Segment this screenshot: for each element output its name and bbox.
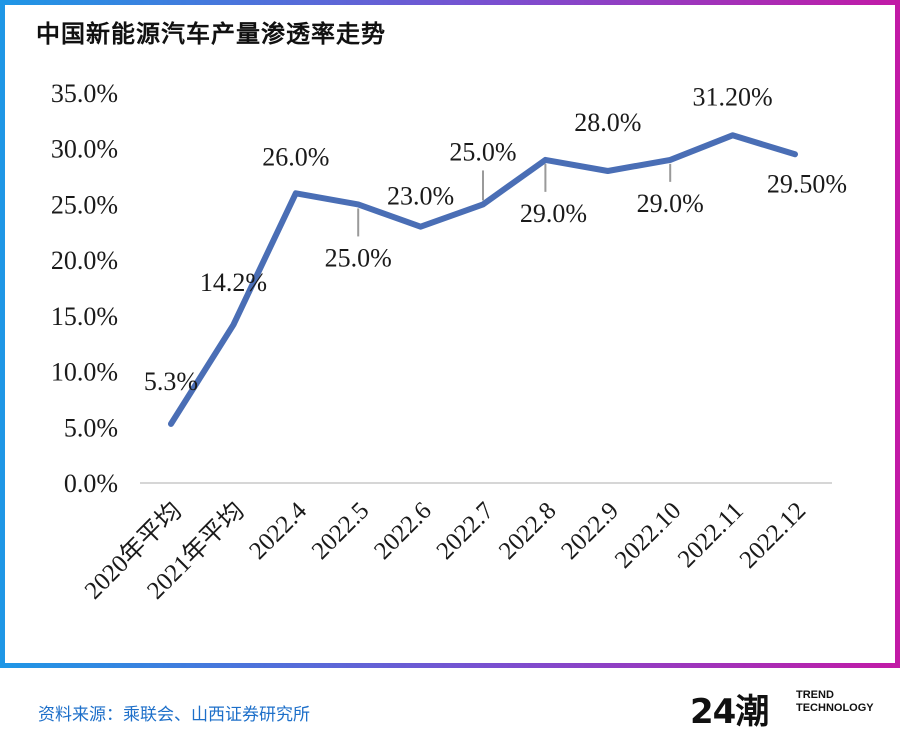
data-label: 26.0% xyxy=(262,142,329,171)
data-label: 14.2% xyxy=(200,268,267,297)
y-tick-label: 30.0% xyxy=(51,135,118,164)
y-tick-label: 20.0% xyxy=(51,246,118,275)
x-tick-label: 2022.8 xyxy=(494,497,562,565)
series-line xyxy=(168,132,798,427)
data-label: 31.20% xyxy=(693,82,773,111)
logo-text: TREND TECHNOLOGY xyxy=(796,689,874,715)
line-chart: 0.0% 5.0% 10.0% 15.0% 20.0% 25.0% 30.0% 35.0% 20… xyxy=(51,79,847,605)
y-tick-label: 25.0% xyxy=(51,190,118,219)
logo-line-2: TECHNOLOGY xyxy=(796,702,874,714)
chart-frame xyxy=(0,0,900,668)
y-tick-label: 5.0% xyxy=(64,413,118,442)
data-label: 5.3% xyxy=(144,367,198,396)
x-tick-label: 2022.7 xyxy=(432,497,500,565)
data-label: 28.0% xyxy=(574,108,641,137)
logo-line-1: TREND xyxy=(796,689,834,701)
data-label: 29.0% xyxy=(520,199,587,228)
data-label: 29.0% xyxy=(637,189,704,218)
chart-title: 中国新能源汽车产量渗透率走势 xyxy=(36,20,386,48)
x-tick-label: 2022.11 xyxy=(673,497,749,573)
x-tick-label: 2022.4 xyxy=(244,497,312,565)
source-note: 资料来源：乘联会、山西证券研究所 xyxy=(38,705,310,725)
data-label: 29.50% xyxy=(767,169,847,198)
chart-panel xyxy=(5,5,895,663)
data-label: 25.0% xyxy=(325,243,392,272)
logo-mark: 24潮 xyxy=(690,692,769,732)
x-tick-label: 2022.10 xyxy=(610,497,687,574)
brand-logo: 24潮 TREND TECHNOLOGY xyxy=(690,684,880,732)
y-tick-label: 10.0% xyxy=(51,358,118,387)
y-tick-label: 35.0% xyxy=(51,79,118,108)
data-label: 23.0% xyxy=(387,182,454,211)
y-tick-label: 15.0% xyxy=(51,302,118,331)
x-tick-label: 2022.12 xyxy=(735,497,812,574)
y-tick-label: 0.0% xyxy=(64,469,118,498)
x-tick-label: 2022.6 xyxy=(369,497,437,565)
data-label: 25.0% xyxy=(449,137,516,166)
x-tick-label: 2022.5 xyxy=(307,497,375,565)
